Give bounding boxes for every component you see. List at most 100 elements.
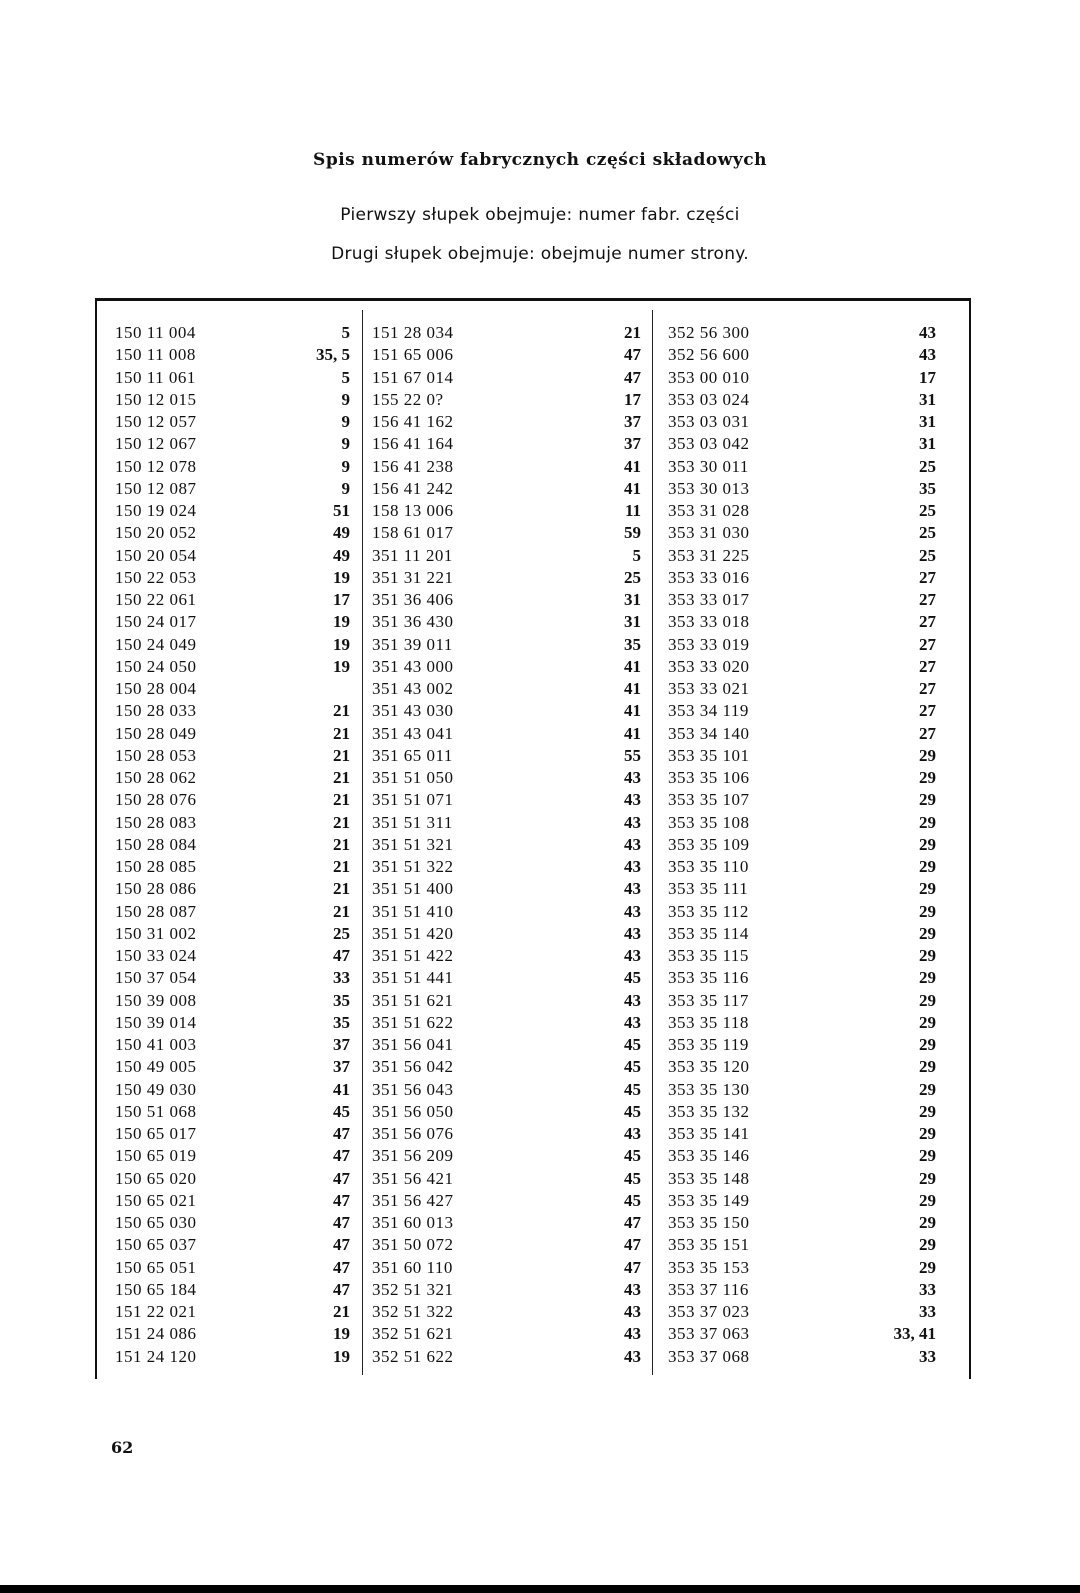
part-number: 150 28 062 [115, 768, 197, 787]
table-row: 158 61 017 59 [372, 522, 641, 544]
part-number: 150 28 084 [115, 834, 197, 854]
part-number: 353 30 013 [668, 478, 750, 498]
page-title: Spis numerów fabrycznych części składowy… [313, 150, 767, 170]
table-row: 353 03 024 31 [668, 389, 936, 411]
page-reference: 9 [341, 456, 351, 476]
page-reference: 21 [333, 857, 350, 876]
page-reference: 33 [919, 1302, 936, 1321]
table-row: 353 35 117 29 [668, 990, 936, 1012]
table-row: 353 30 013 35 [668, 478, 936, 500]
part-number: 353 35 114 [668, 923, 749, 943]
table-row: 150 20 052 49 [115, 522, 350, 544]
page-reference: 29 [919, 1079, 936, 1099]
table-row: 353 35 148 29 [668, 1168, 936, 1190]
part-number: 351 43 030 [372, 701, 454, 721]
part-number: 150 12 078 [115, 456, 197, 476]
part-number: 351 51 321 [372, 834, 454, 854]
part-number: 150 37 054 [115, 968, 197, 988]
table-row: 353 35 111 29 [668, 878, 936, 900]
part-number: 353 35 141 [668, 1124, 750, 1143]
page-reference: 21 [333, 768, 350, 787]
part-number: 351 51 441 [372, 968, 454, 988]
part-number: 353 33 017 [668, 590, 750, 609]
part-number: 150 24 017 [115, 612, 197, 632]
part-number: 351 56 041 [372, 1035, 454, 1054]
table-row: 150 28 076 21 [115, 789, 350, 811]
part-number: 150 28 086 [115, 879, 197, 899]
table-row: 150 33 024 47 [115, 945, 350, 967]
part-number: 352 51 322 [372, 1302, 454, 1321]
part-number: 150 24 049 [115, 634, 197, 654]
table-row: 351 51 311 43 [372, 812, 641, 834]
part-number: 353 34 119 [668, 701, 749, 721]
part-number: 351 36 406 [372, 590, 454, 609]
part-number: 353 37 023 [668, 1302, 750, 1321]
page-reference: 31 [919, 412, 936, 431]
table-row: 150 24 017 19 [115, 611, 350, 633]
part-number: 353 35 130 [668, 1079, 750, 1099]
part-number: 352 51 321 [372, 1279, 454, 1299]
page-reference: 41 [624, 701, 641, 721]
table-row: 352 51 321 43 [372, 1279, 641, 1301]
page-reference: 21 [333, 812, 350, 832]
part-number: 150 28 076 [115, 790, 197, 810]
part-number: 150 20 054 [115, 545, 197, 565]
page-reference: 31 [919, 389, 936, 409]
part-number: 353 35 117 [668, 990, 749, 1010]
page-reference: 21 [624, 323, 641, 342]
table-row: 353 37 068 33 [668, 1346, 936, 1368]
page-reference: 25 [624, 567, 641, 587]
table-row: 351 56 427 45 [372, 1190, 641, 1212]
table-row: 353 33 016 27 [668, 567, 936, 589]
part-number: 150 28 049 [115, 723, 197, 743]
part-number: 150 65 030 [115, 1213, 197, 1232]
page-reference: 43 [919, 323, 936, 342]
part-number: 150 39 008 [115, 990, 197, 1010]
table-row: 150 28 004 [115, 678, 350, 700]
page-reference: 31 [624, 612, 641, 632]
page-reference: 41 [624, 679, 641, 698]
table-row: 150 22 061 17 [115, 589, 350, 611]
page-reference: 25 [919, 501, 936, 520]
table-row: 150 65 020 47 [115, 1168, 350, 1190]
table-row: 353 31 225 25 [668, 545, 936, 567]
part-number: 353 35 132 [668, 1101, 750, 1121]
table-row: 150 49 030 41 [115, 1079, 350, 1101]
page-reference: 29 [919, 946, 936, 965]
page-reference: 29 [919, 1146, 936, 1166]
part-number: 150 51 068 [115, 1101, 197, 1121]
part-number: 351 51 050 [372, 768, 454, 787]
page-reference: 35 [333, 1012, 350, 1032]
table-row: 150 49 005 37 [115, 1056, 350, 1078]
part-number: 156 41 162 [372, 412, 454, 431]
part-number: 353 35 116 [668, 968, 749, 988]
page-reference: 55 [624, 745, 641, 765]
page-reference: 43 [624, 857, 641, 876]
part-number: 353 31 225 [668, 545, 750, 565]
part-number: 151 24 120 [115, 1346, 197, 1366]
table-row: 353 35 108 29 [668, 812, 936, 834]
part-number: 150 24 050 [115, 656, 197, 676]
table-row: 351 56 042 45 [372, 1056, 641, 1078]
page-reference: 37 [333, 1035, 350, 1054]
part-number: 353 35 109 [668, 834, 750, 854]
part-number: 150 28 087 [115, 901, 197, 921]
page-reference: 41 [624, 656, 641, 676]
table-row: 151 67 014 47 [372, 367, 641, 389]
page-number: 62 [111, 1438, 134, 1457]
page-reference: 37 [333, 1057, 350, 1077]
page-reference: 27 [919, 679, 936, 698]
table-row: 353 35 151 29 [668, 1234, 936, 1256]
page-reference: 47 [333, 1168, 350, 1188]
part-number: 351 43 002 [372, 679, 454, 698]
page-reference: 45 [624, 968, 641, 988]
table-row: 150 65 030 47 [115, 1212, 350, 1234]
page-reference: 29 [919, 901, 936, 921]
table-row: 353 35 110 29 [668, 856, 936, 878]
table-row: 353 35 141 29 [668, 1123, 936, 1145]
part-number: 353 37 116 [668, 1279, 749, 1299]
table-row: 353 35 114 29 [668, 923, 936, 945]
table-row: 353 35 119 29 [668, 1034, 936, 1056]
part-number: 353 35 120 [668, 1057, 750, 1077]
part-number: 351 51 422 [372, 946, 454, 965]
